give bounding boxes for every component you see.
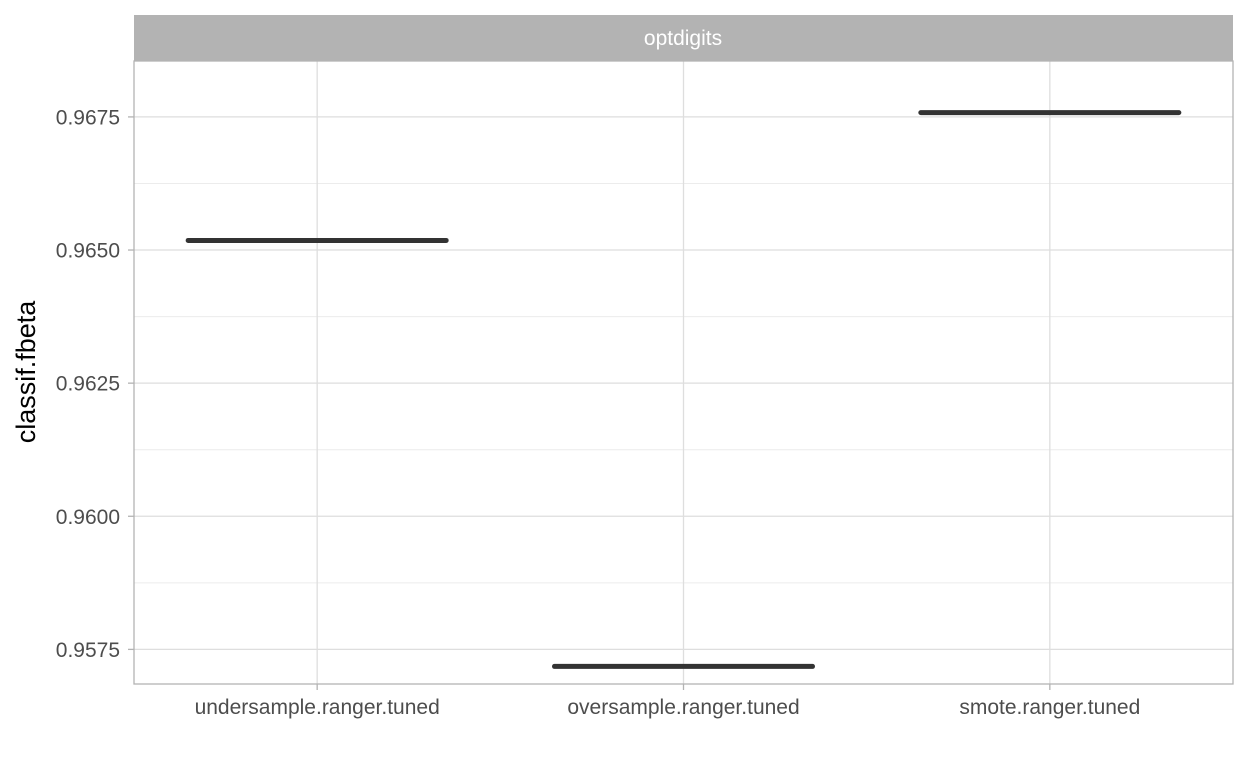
y-tick-label: 0.9575 xyxy=(56,639,120,662)
facet-strip-label: optdigits xyxy=(644,27,722,50)
y-axis-title: classif.fbeta xyxy=(11,300,41,444)
facet-strip: optdigits xyxy=(134,15,1233,61)
y-tick-label: 0.9675 xyxy=(56,106,120,129)
grid-layer xyxy=(134,61,1233,684)
x-tick-label: undersample.ranger.tuned xyxy=(195,696,440,719)
axis-layer: 0.9575 0.9600 0.9625 0.9650 0.9675 undersampl… xyxy=(56,106,1141,719)
y-tick-label: 0.9650 xyxy=(56,240,120,263)
x-tick-label: smote.ranger.tuned xyxy=(959,696,1140,719)
y-tick-label: 0.9625 xyxy=(56,373,120,396)
y-tick-label: 0.9600 xyxy=(56,506,120,529)
x-tick-label: oversample.ranger.tuned xyxy=(567,696,799,719)
marks-layer xyxy=(185,110,1182,669)
facet-strip-background xyxy=(134,15,1233,61)
